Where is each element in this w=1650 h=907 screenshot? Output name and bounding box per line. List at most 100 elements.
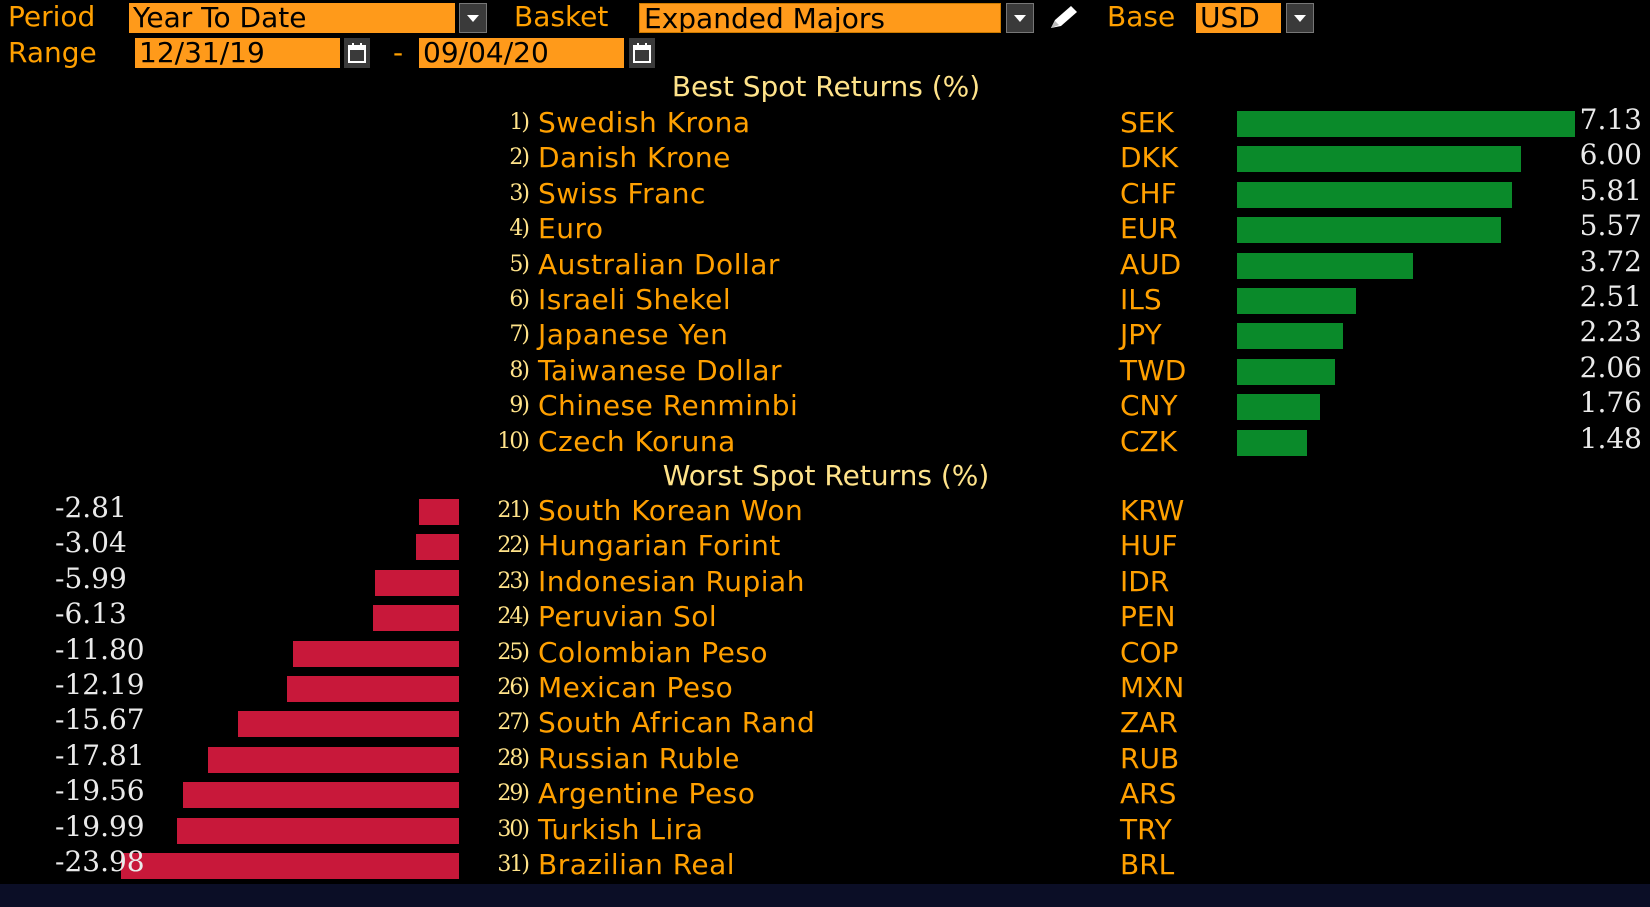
positive-return-bar xyxy=(1237,252,1413,279)
currency-code: CHF xyxy=(1120,176,1177,210)
rank-number: 30) xyxy=(497,816,530,842)
currency-name[interactable]: Israeli Shekel xyxy=(538,283,732,316)
currency-name[interactable]: Russian Ruble xyxy=(538,741,740,775)
currency-name[interactable]: Czech Koruna xyxy=(538,424,736,458)
rank-number: 1) xyxy=(509,110,530,135)
range-end-field[interactable]: 09/04/20 xyxy=(419,38,624,68)
return-value: 2.06 xyxy=(1579,350,1642,384)
return-value: 6.00 xyxy=(1579,138,1642,172)
rank-number: 28) xyxy=(497,745,530,771)
currency-name[interactable]: Chinese Renminbi xyxy=(538,389,799,423)
list-item[interactable]: -17.81 28) Russian Ruble RUB xyxy=(0,739,1650,776)
currency-code: DKK xyxy=(1120,141,1179,175)
range-label: Range xyxy=(8,36,97,69)
list-item[interactable]: -5.99 23) Indonesian Rupiah IDR xyxy=(0,562,1650,599)
currency-name[interactable]: Swiss Franc xyxy=(538,176,706,210)
best-returns-title: Best Spot Returns (%) xyxy=(671,70,981,103)
return-value: -12.19 xyxy=(55,668,145,701)
currency-name[interactable]: Mexican Peso xyxy=(538,671,734,704)
end-calendar-icon[interactable] xyxy=(629,38,655,68)
list-item[interactable]: 6) Israeli Shekel ILS 2.51 xyxy=(0,280,1650,317)
currency-name[interactable]: Australian Dollar xyxy=(538,247,780,281)
currency-code: TWD xyxy=(1120,353,1187,387)
currency-code: BRL xyxy=(1120,848,1175,881)
list-item[interactable]: 10) Czech Koruna CZK 1.48 xyxy=(0,422,1650,459)
currency-name[interactable]: Colombian Peso xyxy=(538,635,769,669)
currency-name[interactable]: Danish Krone xyxy=(538,141,731,175)
list-item[interactable]: -6.13 24) Peruvian Sol PEN xyxy=(0,597,1650,634)
list-item[interactable]: 2) Danish Krone DKK 6.00 xyxy=(0,138,1650,175)
list-item[interactable]: -19.56 29) Argentine Peso ARS xyxy=(0,774,1650,811)
return-value: -3.04 xyxy=(55,526,127,560)
currency-name[interactable]: Indonesian Rupiah xyxy=(538,564,805,598)
currency-code: ARS xyxy=(1120,777,1177,811)
basket-select[interactable]: Expanded Majors xyxy=(639,3,1001,33)
negative-return-bar xyxy=(375,569,459,596)
rank-number: 8) xyxy=(509,357,530,383)
list-item[interactable]: 8) Taiwanese Dollar TWD 2.06 xyxy=(0,350,1650,388)
period-dropdown-chevron-down-icon[interactable] xyxy=(459,3,487,33)
return-value: 3.72 xyxy=(1579,244,1642,278)
base-dropdown-chevron-down-icon[interactable] xyxy=(1286,3,1314,33)
currency-name[interactable]: South Korean Won xyxy=(538,494,804,527)
list-item[interactable]: 1) Swedish Krona SEK 7.13 xyxy=(0,103,1650,140)
currency-name[interactable]: Euro xyxy=(538,212,604,246)
list-item[interactable]: -2.81 21) South Korean Won KRW xyxy=(0,491,1650,528)
list-item[interactable]: -11.80 25) Colombian Peso COP xyxy=(0,632,1650,670)
negative-return-bar xyxy=(416,534,459,561)
list-item[interactable]: 7) Japanese Yen JPY 2.23 xyxy=(0,315,1650,352)
base-currency-select[interactable]: USD xyxy=(1196,3,1281,33)
base-label: Base xyxy=(1107,0,1176,33)
worst-returns-title: Worst Spot Returns (%) xyxy=(662,459,990,492)
return-value: 1.76 xyxy=(1579,386,1642,420)
currency-code: RUB xyxy=(1120,741,1180,775)
negative-return-bar xyxy=(208,746,459,773)
pencil-icon[interactable] xyxy=(1049,4,1083,32)
return-value: -11.80 xyxy=(55,632,145,666)
list-item[interactable]: -23.98 31) Brazilian Real BRL xyxy=(0,845,1650,882)
rank-number: 5) xyxy=(509,251,530,277)
list-item[interactable]: 3) Swiss Franc CHF 5.81 xyxy=(0,173,1650,211)
rank-number: 31) xyxy=(497,852,530,877)
positive-return-bar xyxy=(1237,111,1575,137)
rank-number: 26) xyxy=(497,675,530,700)
negative-return-bar xyxy=(238,711,459,738)
currency-name[interactable]: Taiwanese Dollar xyxy=(538,353,783,387)
currency-code: PEN xyxy=(1120,600,1176,634)
currency-name[interactable]: Brazilian Real xyxy=(538,848,736,881)
positive-return-bar xyxy=(1237,323,1343,350)
start-calendar-icon[interactable] xyxy=(344,38,370,68)
negative-return-bar xyxy=(121,853,459,879)
currency-name[interactable]: Swedish Krona xyxy=(538,106,751,139)
negative-return-bar xyxy=(373,605,459,632)
currency-name[interactable]: Peruvian Sol xyxy=(538,600,718,634)
currency-name[interactable]: South African Rand xyxy=(538,706,816,740)
list-item[interactable]: -3.04 22) Hungarian Forint HUF xyxy=(0,526,1650,563)
currency-name[interactable]: Japanese Yen xyxy=(538,318,729,352)
list-item[interactable]: 5) Australian Dollar AUD 3.72 xyxy=(0,244,1650,282)
positive-return-bar xyxy=(1237,288,1356,314)
list-item[interactable]: -12.19 26) Mexican Peso MXN xyxy=(0,668,1650,705)
currency-code: AUD xyxy=(1120,247,1182,281)
positive-return-bar xyxy=(1237,394,1320,421)
return-value: 5.57 xyxy=(1579,209,1642,243)
return-value: -19.99 xyxy=(55,809,145,843)
currency-name[interactable]: Turkish Lira xyxy=(538,812,704,846)
list-item[interactable]: 9) Chinese Renminbi CNY 1.76 xyxy=(0,386,1650,423)
currency-name[interactable]: Hungarian Forint xyxy=(538,529,781,563)
currency-code: IDR xyxy=(1120,564,1170,598)
currency-code: ILS xyxy=(1120,283,1162,316)
currency-code: EUR xyxy=(1120,212,1178,246)
list-item[interactable]: 4) Euro EUR 5.57 xyxy=(0,209,1650,246)
range-start-field[interactable]: 12/31/19 xyxy=(135,38,340,68)
period-select[interactable]: Year To Date xyxy=(129,3,455,33)
rank-number: 10) xyxy=(497,428,530,454)
period-label: Period xyxy=(8,0,96,33)
return-value: 5.81 xyxy=(1579,173,1642,207)
currency-code: ZAR xyxy=(1120,706,1178,740)
list-item[interactable]: -19.99 30) Turkish Lira TRY xyxy=(0,809,1650,847)
basket-dropdown-chevron-down-icon[interactable] xyxy=(1006,3,1034,33)
basket-label: Basket xyxy=(514,0,609,33)
list-item[interactable]: -15.67 27) South African Rand ZAR xyxy=(0,703,1650,740)
currency-name[interactable]: Argentine Peso xyxy=(538,777,756,811)
